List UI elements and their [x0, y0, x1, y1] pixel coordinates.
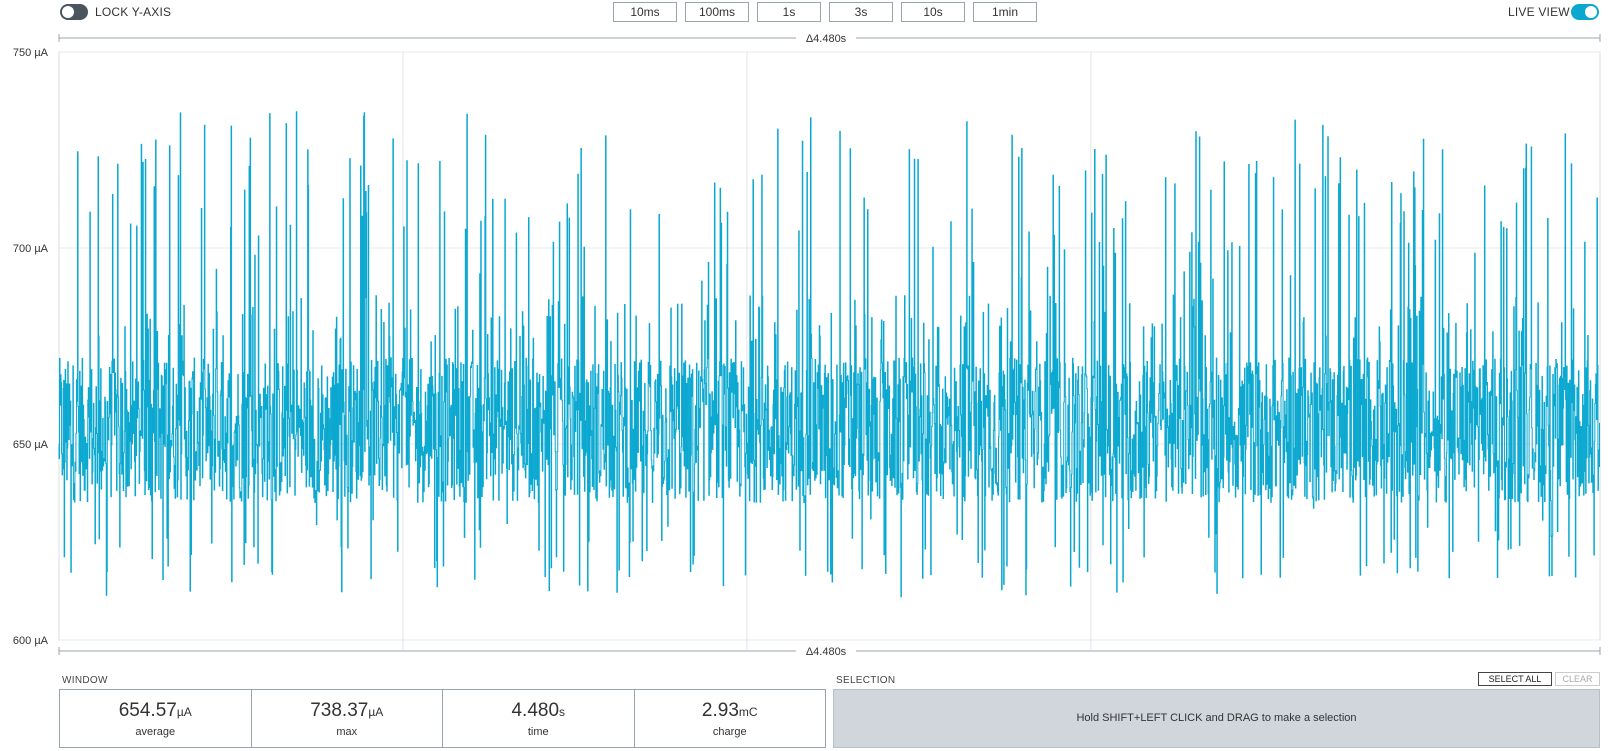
stat-value: 738.37	[310, 700, 369, 721]
stat-caption: time	[527, 726, 549, 738]
live-view-label: LIVE VIEW	[1508, 5, 1570, 19]
y-tick-label: 600 µA	[13, 635, 49, 647]
stat-value: 4.480	[511, 700, 560, 721]
selection-panel[interactable]: Hold SHIFT+LEFT CLICK and DRAG to make a…	[833, 689, 1600, 748]
range-1min-button[interactable]: 1min	[973, 2, 1037, 22]
stat-unit: µA	[368, 705, 384, 719]
stat-charge: 2.93mC charge	[635, 690, 826, 747]
range-10ms-button[interactable]: 10ms	[613, 2, 677, 22]
delta-top-label-bg	[796, 31, 856, 45]
current-series-line	[58, 111, 1600, 598]
delta-bottom-label: Δ4.480s	[806, 646, 847, 658]
window-stats: 654.57µA average 738.37µA max 4.480s tim…	[59, 689, 826, 748]
stat-unit: µA	[176, 705, 192, 719]
selection-hint: Hold SHIFT+LEFT CLICK and DRAG to make a…	[1076, 712, 1357, 724]
clear-button[interactable]: CLEAR	[1555, 672, 1600, 686]
stat-caption: max	[336, 726, 358, 738]
range-100ms-button[interactable]: 100ms	[685, 2, 749, 22]
y-tick-label: 700 µA	[13, 243, 49, 255]
toggle-knob	[62, 6, 74, 18]
stat-unit: mC	[738, 705, 758, 719]
delta-top-label: Δ4.480s	[806, 33, 847, 45]
toggle-knob	[1585, 6, 1597, 18]
stat-time: 4.480s time	[443, 690, 635, 747]
select-all-button[interactable]: SELECT ALL	[1478, 672, 1552, 686]
delta-bottom-label-bg	[796, 644, 856, 658]
y-tick-label: 650 µA	[13, 439, 49, 451]
stat-average: 654.57µA average	[60, 690, 252, 747]
stat-caption: charge	[712, 726, 747, 738]
stat-max: 738.37µA max	[252, 690, 443, 747]
current-chart[interactable]: 750 µA 700 µA 650 µA 600 µA Δ4.480s Δ4.480s	[0, 0, 1608, 670]
top-toolbar: LOCK Y-AXIS 10ms 100ms 1s 3s 10s 1min LI…	[0, 0, 1608, 26]
stat-value: 2.93	[701, 700, 739, 721]
lock-y-axis-label: LOCK Y-AXIS	[95, 5, 172, 19]
window-label: WINDOW	[62, 675, 108, 686]
live-view-toggle[interactable]	[1571, 4, 1599, 20]
range-10s-button[interactable]: 10s	[901, 2, 965, 22]
y-axis: 750 µA 700 µA 650 µA 600 µA	[13, 47, 49, 647]
delta-rulers: Δ4.480s Δ4.480s	[58, 31, 1601, 658]
y-tick-label: 750 µA	[13, 47, 49, 59]
stat-unit: s	[559, 705, 566, 719]
selection-label: SELECTION	[836, 675, 896, 686]
stat-caption: average	[135, 726, 176, 738]
lock-y-axis-toggle[interactable]	[60, 4, 88, 20]
range-3s-button[interactable]: 3s	[829, 2, 893, 22]
range-1s-button[interactable]: 1s	[757, 2, 821, 22]
stat-value: 654.57	[118, 700, 177, 721]
